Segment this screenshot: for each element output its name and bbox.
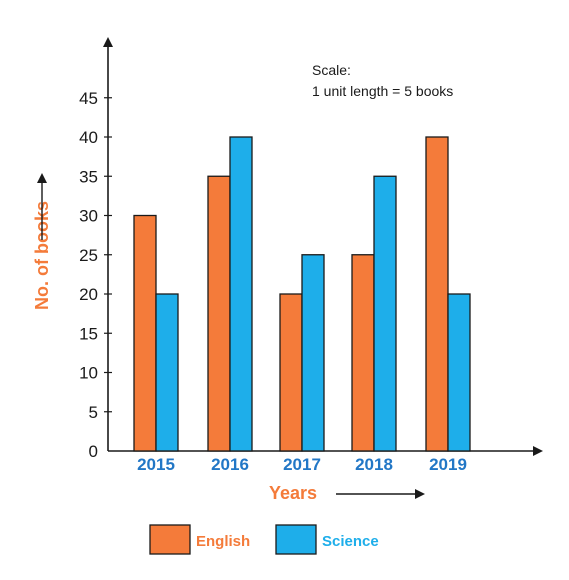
bars: [133, 136, 471, 452]
x-tick-label: 2018: [355, 455, 393, 474]
bar-science-2017: [301, 254, 325, 452]
x-tick-label: 2015: [137, 455, 175, 474]
y-tick-label: 5: [89, 403, 98, 422]
y-tick-label: 0: [89, 442, 98, 461]
y-tick-label: 25: [79, 246, 98, 265]
y-tick-label: 35: [79, 167, 98, 186]
x-tick-label: 2019: [429, 455, 467, 474]
legend-swatch-science: [275, 524, 317, 555]
x-tick-labels: 2015 2016 2017 2018 2019: [137, 455, 467, 474]
y-tick-labels: 0 5 10 15 20 25 30 35 40 45: [79, 89, 112, 461]
legend-label-english: English: [196, 533, 250, 550]
y-tick-label: 20: [79, 285, 98, 304]
legend-swatch-english: [149, 524, 191, 555]
y-tick-label: 15: [79, 324, 98, 343]
y-tick-label: 45: [79, 89, 98, 108]
bar-english-2018: [351, 254, 375, 452]
scale-note-line1: Scale:: [312, 62, 351, 78]
bar-science-2016: [229, 136, 253, 452]
bar-english-2019: [425, 136, 449, 452]
x-tick-label: 2016: [211, 455, 249, 474]
bar-english-2015: [133, 214, 157, 452]
y-axis-title: No. of books: [32, 201, 52, 310]
y-tick-label: 10: [79, 364, 98, 383]
bar-science-2019: [447, 293, 471, 452]
bar-english-2016: [207, 175, 231, 452]
bar-science-2015: [155, 293, 179, 452]
x-axis-title: Years: [269, 483, 317, 503]
y-tick-label: 40: [79, 128, 98, 147]
bar-english-2017: [279, 293, 303, 452]
scale-note-line2: 1 unit length = 5 books: [312, 83, 453, 99]
legend-label-science: Science: [322, 533, 379, 550]
y-tick-label: 30: [79, 207, 98, 226]
bar-science-2018: [373, 175, 397, 452]
x-tick-label: 2017: [283, 455, 321, 474]
legend: English Science: [149, 524, 379, 555]
